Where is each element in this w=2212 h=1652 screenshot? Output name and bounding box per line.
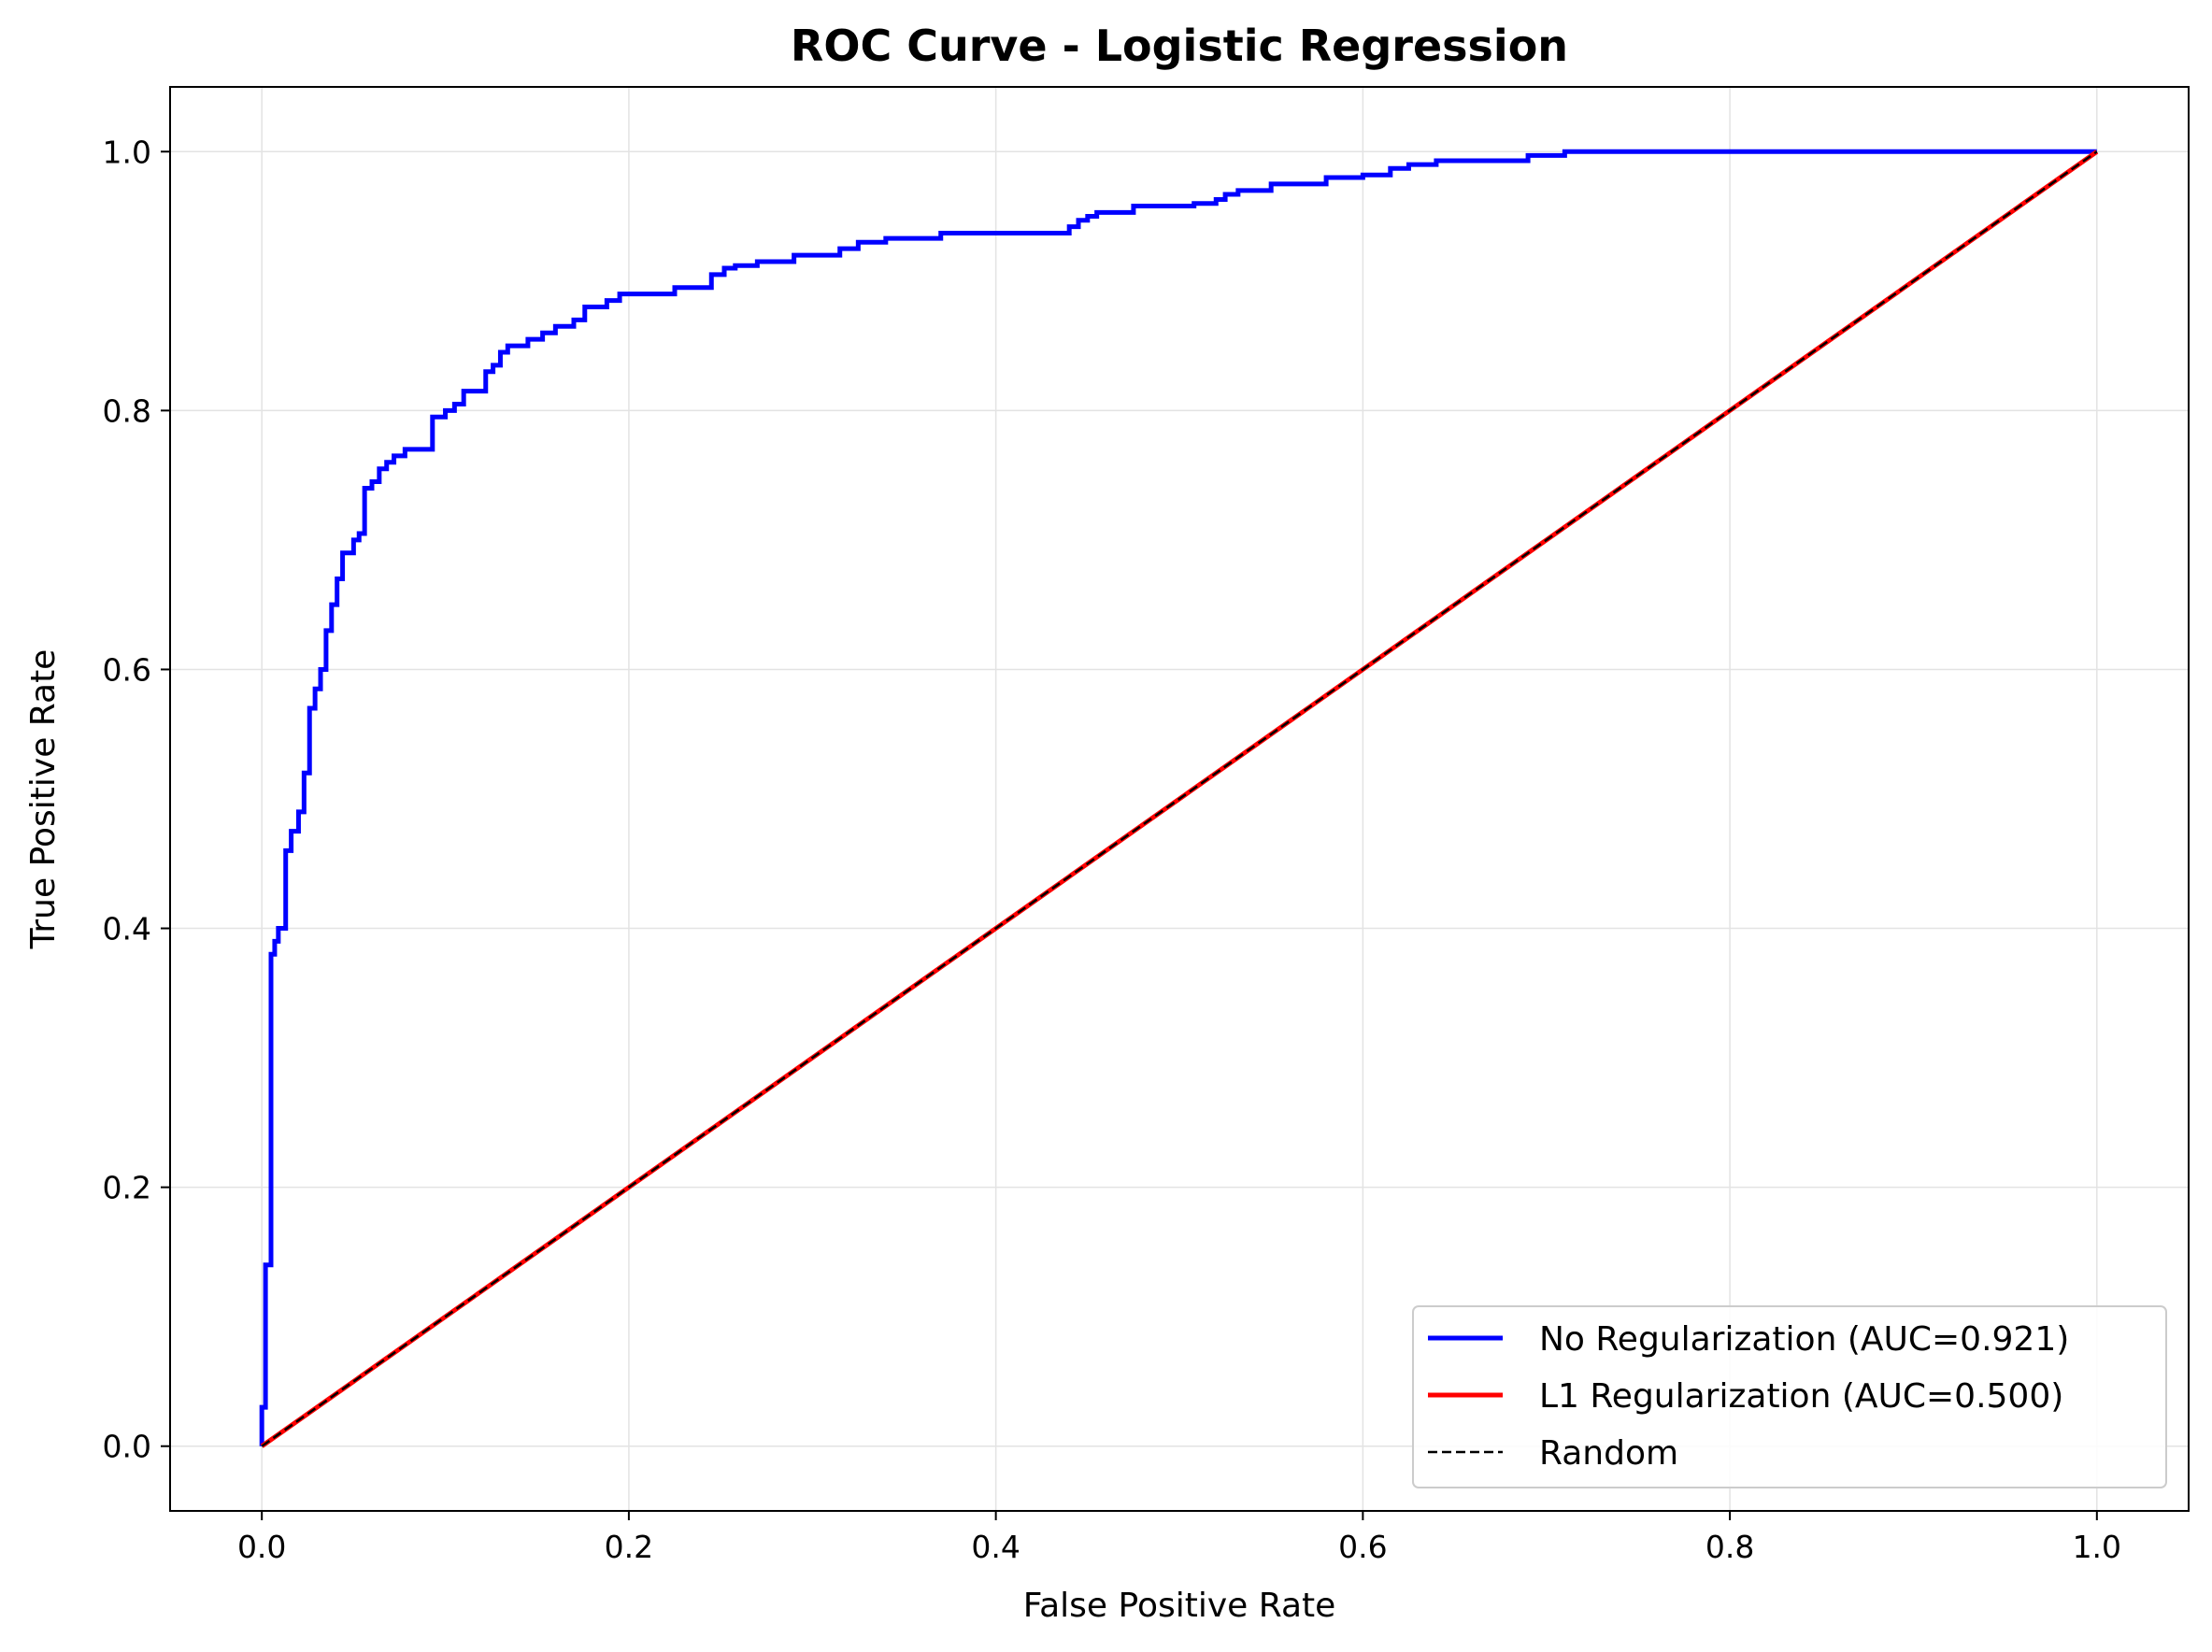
x-tick-label-2: 0.4 [971,1529,1020,1565]
legend-label-2: Random [1539,1434,1678,1473]
x-tick-label-5: 1.0 [2073,1529,2121,1565]
y-axis-label: True Positive Rate [24,649,63,950]
y-tick-label-3: 0.6 [103,651,151,688]
y-tick-label-0: 0.0 [103,1429,151,1465]
y-tick-label-2: 0.4 [103,911,151,947]
y-tick-label-4: 0.8 [103,392,151,429]
legend-label-1: L1 Regularization (AUC=0.500) [1539,1377,2063,1416]
chart-title: ROC Curve - Logistic Regression [791,21,1568,71]
series-line-2 [261,150,2098,1447]
x-tick-label-3: 0.6 [1338,1529,1387,1565]
legend-box [1412,1305,2167,1488]
plot-frame [169,86,2190,1512]
x-tick-label-0: 0.0 [237,1529,286,1565]
x-tick-label-1: 0.2 [605,1529,653,1565]
axis-ticks: 0.0 0.2 0.4 0.6 0.8 1.0 0.0 0.2 0.4 0.6 0.8 1.0 [103,134,2122,1565]
series-line-0 [259,149,2097,1446]
legend: No Regularization (AUC=0.921) L1 Regulari… [1412,1305,2167,1488]
legend-label-0: No Regularization (AUC=0.921) [1539,1320,2069,1359]
grid [170,87,2189,1511]
y-tick-label-5: 1.0 [103,134,151,170]
y-tick-label-1: 0.2 [103,1170,151,1206]
plot-series [259,149,2099,1448]
x-tick-label-4: 0.8 [1705,1529,1754,1565]
x-axis-label: False Positive Rate [1023,1587,1336,1625]
